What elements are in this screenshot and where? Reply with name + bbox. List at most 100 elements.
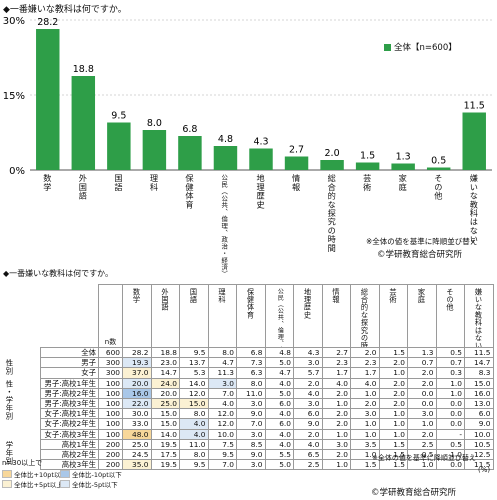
legend-item: 全体比+5pt以上 [2,479,63,489]
table-cell: 2.0 [407,367,437,379]
table-cell: 9.0 [293,418,323,430]
data-label: 2.0 [325,148,340,159]
table-cell: 5.3 [179,367,209,379]
table-cell: 3.0 [207,377,237,389]
bar [213,146,238,170]
table-cell: 4.0 [350,377,380,389]
category-label: 嫌いな教科はない [468,174,479,244]
table-cell: 9.5 [179,459,209,471]
table-cell: 17.5 [150,449,180,461]
table-cell: 4.0 [264,377,294,389]
row-n: 100 [98,387,123,400]
bar [284,156,309,170]
column-header: 国語 [179,284,209,348]
row-n: 100 [98,377,123,389]
row-n: 300 [98,367,123,379]
table-cell: 18.8 [150,346,180,359]
bar [71,76,96,170]
row-label: 男子 [40,357,99,369]
row-label: 高校1年生 [40,438,99,451]
bar [320,160,344,170]
table-row: 高校1年生 200 25.0 19.5 11.0 7.5 8.5 4.0 4.0 3.0 3.5 1.… [40,438,494,451]
row-label: 男子:高校2年生 [40,387,99,400]
legend-swatch [2,480,12,488]
table-cell: 1.0 [378,408,408,420]
legend-title: n=30以上で [2,459,43,467]
table-cell: 7.3 [236,357,266,369]
table-cell: 4.7 [264,367,294,379]
category-label: 芸術 [362,174,373,192]
table-cell: 9.5 [179,346,209,359]
table-cell: 11.0 [236,387,266,400]
table-cell: 6.3 [236,367,266,379]
table-cell: 1.7 [321,367,351,379]
table-cell: 3.0 [293,398,323,410]
table-cell: 11.0 [179,438,209,451]
table-cell: 1.3 [407,346,437,359]
table-cell: 3.0 [350,408,380,420]
table-cell: 3.0 [321,438,351,451]
table-cell: 2.0 [378,377,408,389]
table-cell: 5.7 [293,367,323,379]
table-cell: 1.5 [378,438,408,451]
table-cell: 0.0 [435,408,465,420]
column-header-label: 外国語 [161,288,171,312]
legend-item: 全体比+10pt以上 [2,469,67,479]
table-cell: 0.7 [435,357,465,369]
table-cell: 19.5 [150,459,180,471]
table-cell: 14.0 [150,428,180,440]
table-cell: 15.0 [179,398,209,410]
row-label: 女子 [40,367,99,379]
table-cell: 24.0 [150,377,180,389]
table-cell: 10.0 [464,428,494,440]
table-cell: 6.8 [236,346,266,359]
table-cell: 6.0 [464,408,494,420]
table-cell: 5.0 [264,459,294,471]
column-header-label: その他 [446,288,456,312]
column-header: 理科 [207,284,237,348]
bar [426,167,451,170]
y-tick-label: 15% [3,91,25,102]
table-cell: 4.0 [293,387,323,400]
table-cell: 7.0 [236,418,266,430]
legend-label: 全体比+5pt以上 [14,481,63,489]
column-header-label: 情報 [332,288,342,304]
table-cell: 4.3 [293,346,323,359]
column-header: 保健体育 [236,284,266,348]
data-label: 4.3 [253,137,268,148]
category-label: 数学 [42,174,53,192]
table-cell: 20.0 [122,377,152,389]
table-cell: 19.3 [122,357,152,369]
table-cell: 4.0 [321,377,351,389]
table-cell: 2.0 [321,408,351,420]
table-copyright: ©学研教育総合研究所 [371,488,457,498]
row-label: 女子:高校3年生 [40,428,99,440]
category-label: 国語 [113,174,124,192]
table-cell: 15.0 [150,408,180,420]
bar [142,130,167,170]
column-header: 数学 [122,284,152,348]
data-label: 4.8 [218,134,233,145]
data-label: 1.3 [396,152,411,163]
table-cell: 14.0 [179,377,209,389]
table-cell: 0.3 [435,367,465,379]
table-cell: 1.0 [407,418,437,430]
column-header-label: 公民（公共、倫理、政治・経済） [276,288,284,348]
column-header: 地理歴史 [293,284,323,348]
bar [36,29,60,170]
table-cell: 14.7 [150,367,180,379]
header-n: n数 [98,284,123,348]
table-cell: 8.3 [464,367,494,379]
table-cell: 20.0 [150,387,180,400]
bar [249,148,273,170]
column-header-label: 総合的な探究の時間 [360,288,370,348]
table-cell: 12.0 [207,418,237,430]
table-cell: 4.0 [264,438,294,451]
table-cell: 10.0 [207,428,237,440]
data-label: 11.5 [464,101,485,112]
table-row: 女子:高校3年生 100 48.0 14.0 4.0 10.0 3.0 4.0 2.0 1.0 1.… [40,428,494,440]
legend-label: 全体比+10pt以上 [14,471,67,479]
table-cell: 6.0 [293,408,323,420]
table-cell: 0.0 [407,398,437,410]
row-n: 100 [98,398,123,410]
